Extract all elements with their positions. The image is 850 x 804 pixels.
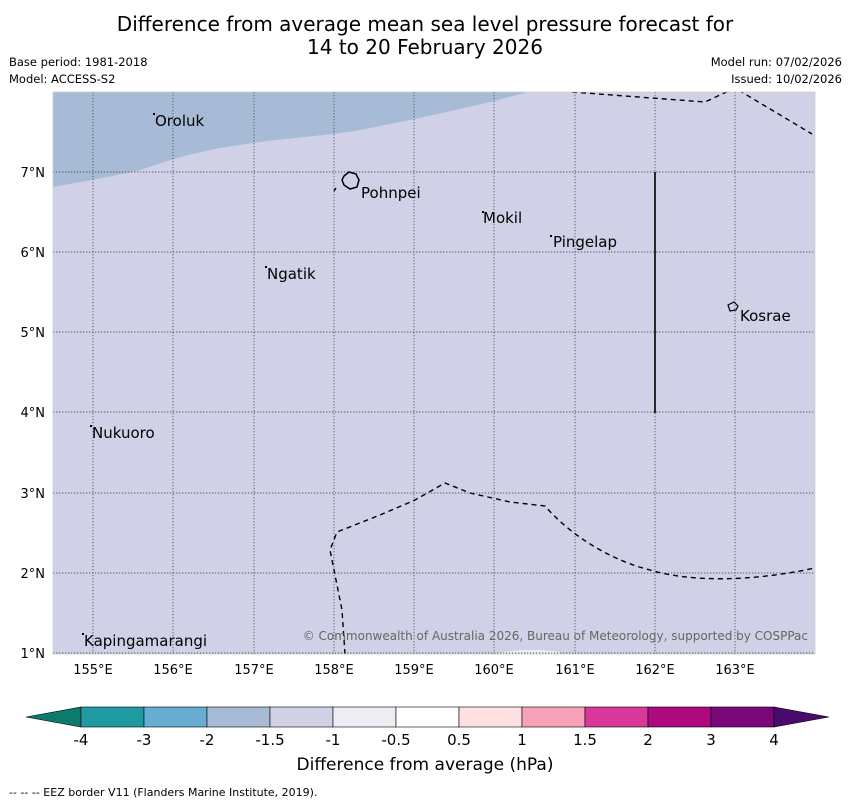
lat-label-3: 3°N — [21, 487, 46, 502]
place-mokil: Mokil — [483, 209, 522, 227]
place-oroluk: Oroluk — [155, 112, 204, 130]
place-kosrae: Kosrae — [740, 307, 791, 325]
title-line-2: 14 to 20 February 2026 — [307, 35, 543, 59]
colorbar-segment — [269, 706, 334, 728]
chart-title: Difference from average mean sea level p… — [0, 13, 850, 59]
pohnpei-island-outline — [341, 171, 360, 190]
lon-label-161: 161°E — [555, 663, 595, 678]
title-line-1: Difference from average mean sea level p… — [116, 12, 734, 36]
colorbar-tick-label: 1 — [517, 731, 527, 749]
meta-left: Base period: 1981-2018 Model: ACCESS-S2 — [9, 54, 148, 88]
colorbar: -4 -3 -2 -1.5 -1 -0.5 0.5 1 1.5 2 3 4 — [25, 706, 830, 749]
colorbar-tick-label: -1 — [326, 731, 341, 749]
issued-date: Issued: 10/02/2026 — [731, 72, 842, 86]
place-labels: Oroluk Pohnpei Mokil Pingelap Ngatik Kos… — [84, 112, 791, 650]
lon-label-155: 155°E — [73, 663, 113, 678]
lat-label-1: 1°N — [21, 647, 46, 662]
anomaly-band-near-zero — [495, 649, 560, 654]
lat-label-6: 6°N — [21, 246, 46, 261]
colorbar-tick-label: -1.5 — [255, 731, 284, 749]
eez-borders — [329, 92, 815, 654]
colorbar-extend-low — [25, 706, 82, 728]
anomaly-band-light — [53, 92, 815, 654]
colorbar-tick-label: 4 — [769, 731, 779, 749]
colorbar-tick-label: 2 — [643, 731, 653, 749]
anomaly-band-darker — [53, 92, 528, 187]
colorbar-tick-label: 3 — [706, 731, 716, 749]
colorbar-segment — [80, 706, 145, 728]
place-nukuoro: Nukuoro — [92, 424, 155, 442]
colorbar-segment — [647, 706, 712, 728]
copyright-notice: © Commonwealth of Australia 2026, Bureau… — [303, 629, 808, 643]
map-frame — [52, 91, 816, 655]
colorbar-segment — [395, 706, 460, 728]
latitude-labels: 7°N 6°N 5°N 4°N 3°N 2°N 1°N — [21, 166, 46, 662]
colorbar-tick-label: -3 — [137, 731, 152, 749]
lon-label-163: 163°E — [715, 663, 755, 678]
colorbar-segment — [143, 706, 208, 728]
colorbar-tick-label: -2 — [200, 731, 215, 749]
lat-label-4: 4°N — [21, 406, 46, 421]
longitude-labels: 155°E 156°E 157°E 158°E 159°E 160°E 161°… — [73, 663, 755, 678]
model-run: Model run: 07/02/2026 — [710, 55, 842, 69]
lon-label-160: 160°E — [474, 663, 514, 678]
meta-right: Model run: 07/02/2026 Issued: 10/02/2026 — [711, 54, 842, 88]
graticule — [53, 92, 815, 654]
lat-label-2: 2°N — [21, 567, 46, 582]
colorbar-tick-label: 0.5 — [447, 731, 471, 749]
place-kapingamarangi: Kapingamarangi — [84, 632, 207, 650]
map-area: Oroluk Pohnpei Mokil Pingelap Ngatik Kos… — [53, 92, 815, 654]
lat-label-5: 5°N — [21, 326, 46, 341]
colorbar-segment — [710, 706, 775, 728]
colorbar-tick-label: 1.5 — [573, 731, 597, 749]
colorbar-segment — [206, 706, 271, 728]
lat-label-7: 7°N — [21, 166, 46, 181]
lon-label-156: 156°E — [153, 663, 193, 678]
atoll-markers — [82, 113, 552, 635]
colorbar-title: Difference from average (hPa) — [296, 755, 554, 775]
colorbar-segment — [584, 706, 649, 728]
base-period: Base period: 1981-2018 — [9, 55, 148, 69]
lon-label-157: 157°E — [234, 663, 274, 678]
colorbar-tick-label: -0.5 — [381, 731, 410, 749]
lon-label-158: 158°E — [314, 663, 354, 678]
model-name: Model: ACCESS-S2 — [9, 72, 116, 86]
lon-label-159: 159°E — [394, 663, 434, 678]
place-pingelap: Pingelap — [553, 233, 617, 251]
colorbar-segment — [521, 706, 586, 728]
colorbar-extend-high — [773, 706, 830, 728]
eez-footnote: -- -- -- EEZ border V11 (Flanders Marine… — [9, 786, 318, 799]
colorbar-segment — [458, 706, 523, 728]
kosrae-island-outline — [727, 301, 739, 312]
place-pohnpei: Pohnpei — [361, 184, 421, 202]
colorbar-tick-label: -4 — [74, 731, 89, 749]
lon-label-162: 162°E — [635, 663, 675, 678]
colorbar-segment — [332, 706, 397, 728]
place-ngatik: Ngatik — [267, 265, 316, 283]
